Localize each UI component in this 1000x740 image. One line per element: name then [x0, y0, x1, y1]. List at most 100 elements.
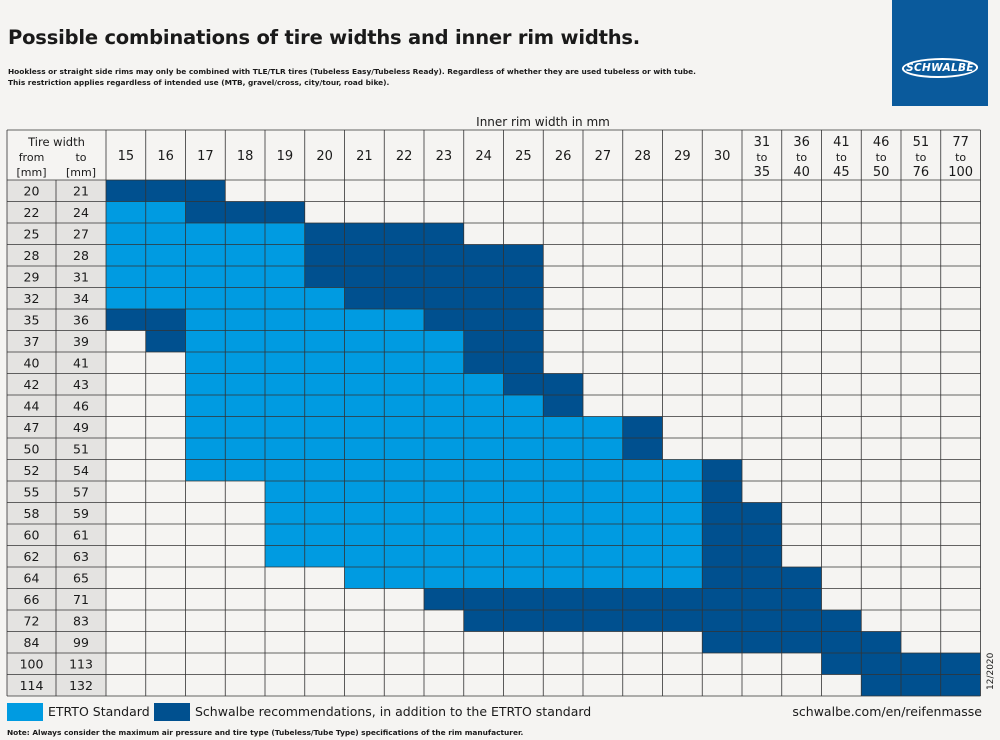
cell-r11-c8: [424, 416, 464, 438]
cell-r18-c7: [384, 567, 424, 589]
row-to-3: 28: [73, 248, 89, 263]
logo-text: SCHWALBE: [906, 62, 974, 74]
cell-r20-c10: [503, 610, 544, 632]
cell-r14-c14: [662, 481, 703, 503]
cell-r6-c7: [384, 309, 424, 331]
cell-r8-c5: [304, 352, 345, 374]
cell-r10-c11: [543, 395, 583, 417]
cell-r16-c13: [622, 524, 663, 546]
cell-r5-c9: [463, 287, 504, 309]
row-to-2: 27: [73, 226, 89, 241]
cell-r14-c8: [424, 481, 464, 503]
row-header-to: to: [75, 151, 86, 164]
cell-r5-c0: [106, 287, 146, 309]
cell-r10-c2: [185, 395, 226, 417]
cell-r15-c13: [622, 502, 663, 524]
cell-r22-c21: [940, 653, 981, 675]
cell-r10-c7: [384, 395, 424, 417]
col-header-21-0: 77: [952, 135, 969, 150]
cell-r5-c6: [344, 287, 385, 309]
cell-r13-c5: [304, 459, 345, 481]
cell-r17-c9: [463, 545, 504, 567]
cell-r11-c10: [503, 416, 544, 438]
cell-r9-c5: [304, 373, 345, 395]
website-link[interactable]: schwalbe.com/en/reifenmasse: [792, 704, 982, 719]
cell-r4-c10: [503, 266, 544, 288]
col-header-14: 29: [674, 149, 691, 164]
cell-r5-c4: [265, 287, 305, 309]
cell-r15-c10: [503, 502, 544, 524]
col-header-4: 19: [277, 149, 294, 164]
col-header-15: 30: [714, 149, 731, 164]
cell-r5-c10: [503, 287, 544, 309]
cell-r6-c9: [463, 309, 504, 331]
cell-r7-c1: [145, 330, 186, 352]
cell-r3-c6: [344, 244, 385, 266]
cell-r13-c12: [583, 459, 623, 481]
col-header-20-1: to: [915, 151, 926, 164]
cell-r8-c2: [185, 352, 226, 374]
row-from-17: 62: [24, 549, 40, 564]
cell-r7-c9: [463, 330, 504, 352]
cell-r15-c12: [583, 502, 623, 524]
row-from-9: 42: [24, 377, 40, 392]
subtitle-line-1: Hookless or straight side rims may only …: [8, 67, 696, 76]
cell-r12-c11: [543, 438, 583, 460]
row-from-10: 44: [24, 398, 40, 413]
cell-r15-c8: [424, 502, 464, 524]
cell-r9-c7: [384, 373, 424, 395]
col-header-20-0: 51: [913, 135, 930, 150]
col-header-21-1: to: [955, 151, 966, 164]
row-to-7: 39: [73, 334, 89, 349]
col-header-17-0: 36: [793, 135, 810, 150]
cell-r17-c12: [583, 545, 623, 567]
cell-r14-c12: [583, 481, 623, 503]
cell-r3-c3: [225, 244, 265, 266]
cell-r21-c15: [702, 631, 742, 653]
col-header-16-1: to: [756, 151, 767, 164]
col-header-6: 21: [356, 149, 373, 164]
cell-r16-c12: [583, 524, 623, 546]
cell-r15-c16: [742, 502, 782, 524]
cell-r13-c15: [702, 459, 742, 481]
cell-r21-c17: [781, 631, 822, 653]
cell-r17-c16: [742, 545, 782, 567]
cell-r7-c6: [344, 330, 385, 352]
row-from-20: 72: [24, 613, 40, 628]
cell-r20-c17: [781, 610, 822, 632]
cell-r13-c6: [344, 459, 385, 481]
cell-r22-c20: [901, 653, 941, 675]
cell-r10-c10: [503, 395, 544, 417]
cell-r15-c15: [702, 502, 742, 524]
cell-r8-c7: [384, 352, 424, 374]
cell-r18-c12: [583, 567, 623, 589]
cell-r22-c19: [861, 653, 901, 675]
cell-r23-c19: [861, 674, 901, 696]
cell-r19-c13: [622, 588, 663, 610]
col-header-7: 22: [396, 149, 413, 164]
cell-r11-c13: [622, 416, 663, 438]
col-header-19-1: to: [876, 151, 887, 164]
cell-r16-c6: [344, 524, 385, 546]
cell-r10-c4: [265, 395, 305, 417]
cell-r20-c12: [583, 610, 623, 632]
cell-r14-c13: [622, 481, 663, 503]
row-to-10: 46: [73, 398, 89, 413]
col-header-5: 20: [316, 149, 333, 164]
cell-r14-c9: [463, 481, 504, 503]
col-header-11: 26: [555, 149, 572, 164]
cell-r3-c7: [384, 244, 424, 266]
cell-r21-c19: [861, 631, 901, 653]
cell-r8-c10: [503, 352, 544, 374]
row-to-1: 24: [73, 205, 89, 220]
cell-r2-c2: [185, 223, 226, 245]
cell-r15-c5: [304, 502, 345, 524]
col-header-2: 17: [197, 149, 214, 164]
legend-swatch-etrto: [7, 703, 43, 721]
schwalbe-logo: SCHWALBE: [892, 0, 988, 106]
cell-r19-c16: [742, 588, 782, 610]
edition-date: 12/2020: [986, 652, 996, 690]
cell-r12-c3: [225, 438, 265, 460]
cell-r10-c5: [304, 395, 345, 417]
cell-r19-c12: [583, 588, 623, 610]
